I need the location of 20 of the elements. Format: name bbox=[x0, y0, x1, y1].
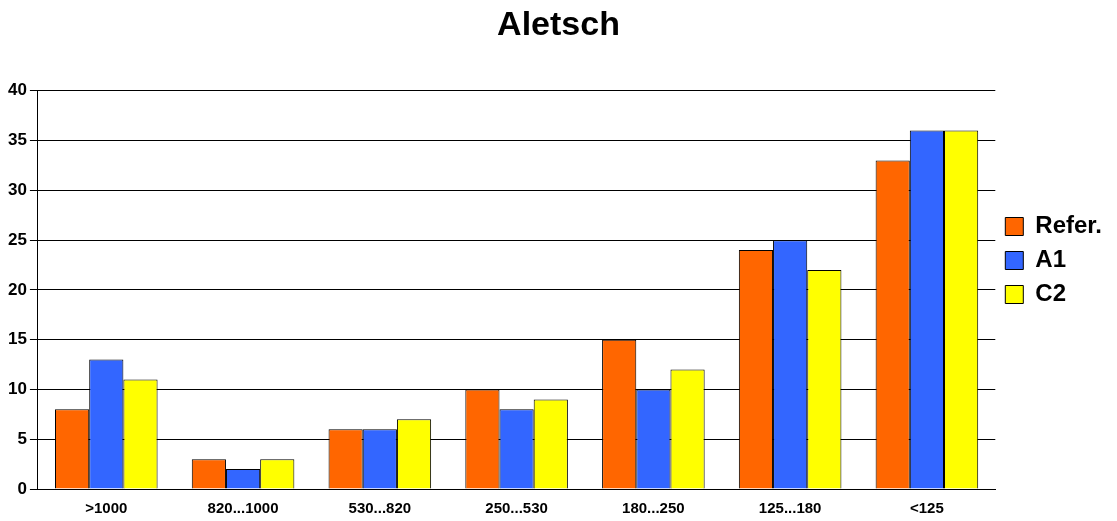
legend-label: C2 bbox=[1035, 279, 1066, 307]
legend-label: Refer. bbox=[1035, 211, 1102, 239]
y-tick-label: 30 bbox=[7, 180, 27, 200]
y-tick-label: 10 bbox=[7, 379, 27, 399]
chart-title: Aletsch bbox=[497, 3, 620, 42]
x-tick-label: 820...1000 bbox=[207, 499, 279, 517]
y-tick-label: 5 bbox=[17, 428, 27, 448]
x-tick-label: 180...250 bbox=[622, 499, 685, 517]
x-tick-label: 530...820 bbox=[348, 499, 412, 517]
y-tick-label: 40 bbox=[7, 80, 27, 100]
legend-label: A1 bbox=[1035, 245, 1066, 273]
y-tick-label: 20 bbox=[7, 279, 27, 299]
x-tick-label: >1000 bbox=[85, 499, 128, 517]
x-tick-label: 125...180 bbox=[758, 499, 822, 517]
y-tick-label: 0 bbox=[17, 478, 27, 498]
x-tick-label: <125 bbox=[910, 499, 944, 517]
y-tick-label: 35 bbox=[7, 130, 27, 150]
x-tick-label: 250...530 bbox=[485, 499, 548, 517]
y-tick-label: 15 bbox=[7, 329, 27, 349]
y-tick-label: 25 bbox=[7, 229, 27, 249]
